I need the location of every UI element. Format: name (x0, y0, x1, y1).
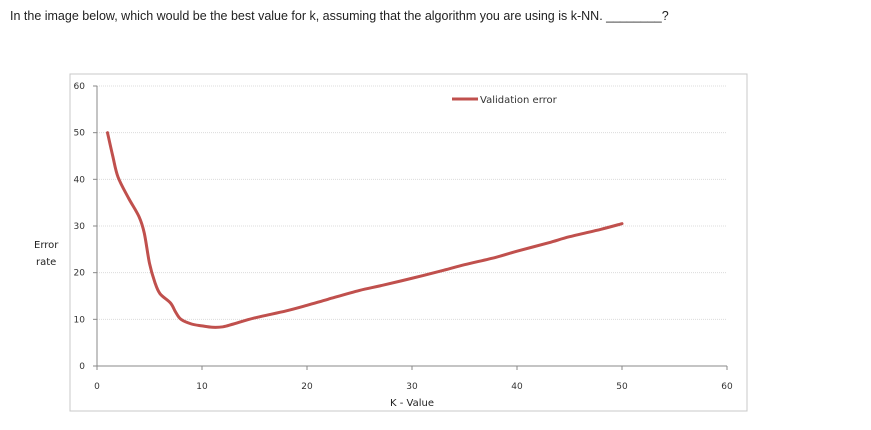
x-tick-label-10: 10 (196, 382, 208, 392)
question-text: In the image below, which would be the b… (10, 9, 669, 23)
x-tick-label-0: 0 (94, 382, 100, 392)
x-tick-label-50: 50 (616, 382, 628, 392)
x-tick-label-30: 30 (406, 382, 418, 392)
y-tick-label-0: 0 (79, 362, 85, 372)
legend-label: Validation error (480, 95, 558, 106)
series-group (106, 131, 624, 329)
y-tick-label-50: 50 (74, 129, 86, 139)
x-tick-label-60: 60 (721, 382, 733, 392)
y-axis-title-line1: Error (34, 240, 59, 251)
chart-frame (69, 73, 748, 412)
y-tick-label-60: 60 (74, 82, 86, 92)
series-line-0 (106, 131, 624, 329)
x-axis-title: K - Value (390, 398, 434, 409)
y-tick-label-40: 40 (74, 175, 86, 185)
y-tick-label-30: 30 (74, 222, 86, 232)
legend: Validation error (452, 95, 558, 106)
x-tick-label-20: 20 (301, 382, 313, 392)
grid-lines (97, 85, 727, 320)
x-tick-label-40: 40 (511, 382, 523, 392)
y-tick-label-20: 20 (74, 269, 86, 279)
y-axis-title-line2: rate (36, 257, 56, 268)
y-tick-label-10: 10 (74, 315, 86, 325)
ticks: 0 10 20 30 40 50 60 0 10 20 30 40 50 60 (74, 82, 733, 392)
